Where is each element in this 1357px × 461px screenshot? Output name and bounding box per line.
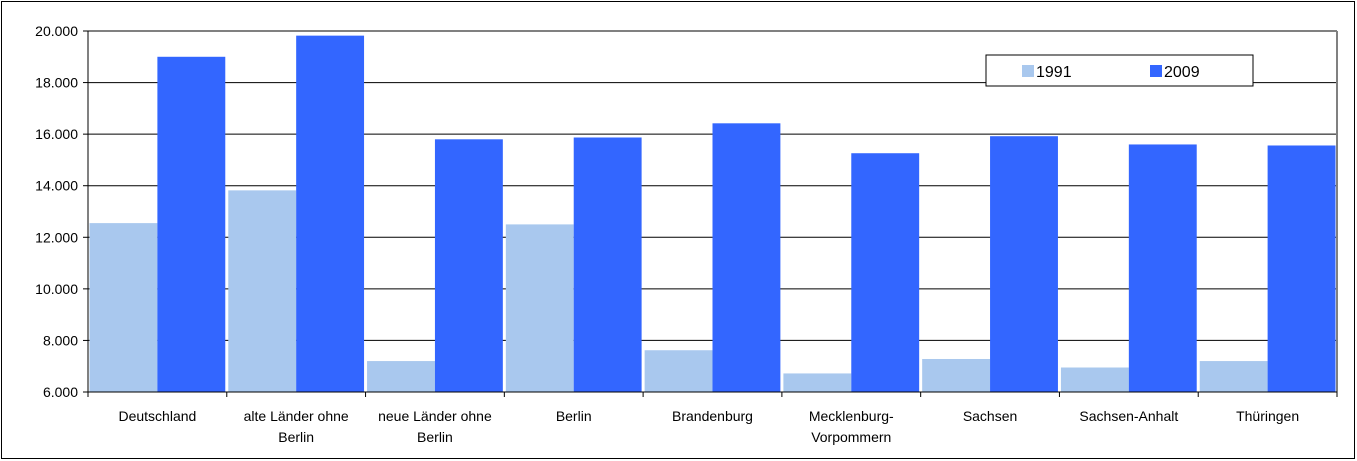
y-tick-label: 10.000 bbox=[35, 281, 78, 297]
x-tick-label: Sachsen bbox=[963, 408, 1017, 424]
y-tick-label: 18.000 bbox=[35, 75, 78, 91]
y-tick-label: 16.000 bbox=[35, 126, 78, 142]
x-tick-label: Brandenburg bbox=[672, 408, 753, 424]
x-tick-label: Berlin bbox=[556, 408, 592, 424]
y-tick-label: 12.000 bbox=[35, 229, 78, 245]
x-tick-label: Vorpommern bbox=[811, 429, 891, 445]
bar-2009-3 bbox=[573, 137, 642, 392]
bar-1991-7 bbox=[1060, 367, 1129, 392]
x-tick-label: Berlin bbox=[417, 429, 453, 445]
y-tick-label: 6.000 bbox=[43, 384, 78, 400]
x-tick-label: neue Länder ohne bbox=[378, 408, 492, 424]
legend-label-1991: 1991 bbox=[1036, 64, 1072, 81]
bar-1991-1 bbox=[228, 190, 297, 392]
bar-1991-5 bbox=[783, 373, 852, 392]
bar-1991-4 bbox=[644, 350, 713, 392]
bar-2009-8 bbox=[1267, 145, 1336, 392]
bar-2009-4 bbox=[712, 123, 781, 392]
y-tick-label: 8.000 bbox=[43, 332, 78, 348]
legend-label-2009: 2009 bbox=[1164, 64, 1200, 81]
legend-swatch-1991 bbox=[1022, 65, 1034, 77]
bar-2009-1 bbox=[296, 35, 365, 393]
x-tick-label: Mecklenburg- bbox=[809, 408, 894, 424]
bar-2009-0 bbox=[157, 56, 226, 393]
legend-swatch-2009 bbox=[1150, 65, 1162, 77]
bar-1991-2 bbox=[367, 361, 435, 392]
bar-2009-5 bbox=[851, 153, 920, 392]
x-tick-label: Sachsen-Anhalt bbox=[1079, 408, 1178, 424]
bar-2009-7 bbox=[1128, 144, 1197, 392]
x-tick-label: Berlin bbox=[278, 429, 314, 445]
bar-2009-2 bbox=[434, 139, 503, 392]
bar-1991-6 bbox=[922, 358, 991, 392]
x-tick-label: alte Länder ohne bbox=[244, 408, 349, 424]
bar-1991-3 bbox=[505, 224, 574, 392]
x-tick-label: Thüringen bbox=[1236, 408, 1299, 424]
y-tick-label: 14.000 bbox=[35, 178, 78, 194]
bar-1991-0 bbox=[89, 223, 158, 392]
bar-2009-6 bbox=[990, 136, 1058, 392]
y-tick-label: 20.000 bbox=[35, 23, 78, 39]
bar-1991-8 bbox=[1199, 361, 1268, 392]
x-tick-label: Deutschland bbox=[118, 408, 196, 424]
